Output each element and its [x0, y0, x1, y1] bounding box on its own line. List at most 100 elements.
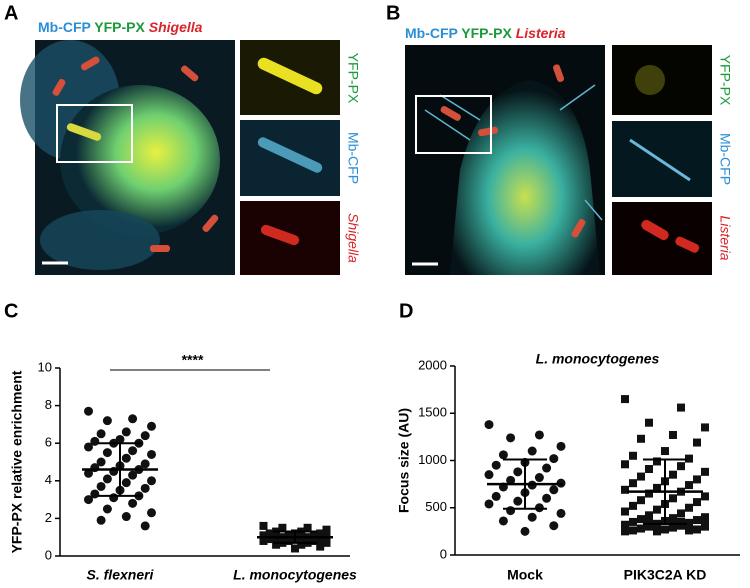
data-point — [549, 521, 559, 531]
data-point — [102, 416, 112, 426]
y-tick-label: 1500 — [418, 405, 447, 420]
data-point — [621, 520, 629, 529]
data-point — [121, 512, 131, 522]
y-tick-label: 2000 — [418, 357, 447, 372]
data-point — [272, 535, 281, 544]
data-point — [629, 517, 637, 526]
data-point — [645, 418, 653, 427]
data-point — [637, 496, 645, 505]
data-point — [84, 406, 93, 416]
data-point — [629, 501, 637, 510]
data-point — [265, 535, 274, 544]
data-point — [484, 470, 494, 480]
y-tick-label: 10 — [38, 359, 52, 374]
legend: Mb-CFP YFP-PX Listeria — [405, 25, 566, 41]
data-point — [297, 540, 306, 549]
data-point — [309, 531, 318, 540]
inset-label: YFP-PX — [717, 55, 733, 106]
inset-images — [612, 45, 712, 275]
y-tick-label: 500 — [425, 499, 447, 514]
data-point — [637, 515, 645, 524]
y-tick-label: 8 — [45, 397, 52, 412]
legend-item: Shigella — [149, 19, 203, 35]
data-point — [621, 485, 629, 494]
data-point — [701, 467, 709, 476]
data-point — [542, 493, 552, 503]
legend-item: YFP-PX — [94, 19, 145, 35]
data-point — [96, 481, 106, 491]
inset-label: Shigella — [345, 213, 361, 263]
data-point — [484, 420, 494, 430]
data-point — [109, 466, 119, 476]
error-bar — [98, 442, 142, 497]
data-point — [491, 460, 501, 470]
data-point — [96, 457, 106, 467]
data-point — [147, 508, 156, 518]
data-point — [549, 485, 559, 495]
x-tick-label: Mock — [507, 567, 543, 583]
data-point — [121, 453, 131, 463]
legend-item: YFP-PX — [461, 25, 512, 41]
data-point — [653, 457, 661, 466]
data-point — [303, 523, 312, 532]
data-point — [637, 524, 645, 533]
data-point — [259, 521, 268, 530]
data-point — [128, 470, 138, 480]
data-point — [284, 531, 293, 540]
data-point — [669, 430, 677, 439]
y-tick-label: 0 — [440, 546, 447, 561]
data-point — [637, 472, 645, 481]
panel-label: A — [4, 2, 18, 24]
data-point — [629, 451, 637, 460]
data-point — [309, 536, 318, 545]
data-point — [693, 525, 701, 534]
data-point — [645, 511, 653, 520]
data-point — [147, 449, 156, 459]
data-point — [284, 536, 293, 545]
data-point — [645, 522, 653, 531]
data-point — [629, 479, 637, 488]
data-point — [534, 473, 544, 483]
data-point — [621, 395, 629, 404]
data-point — [701, 516, 709, 525]
chart-title: L. monocytogenes — [536, 351, 660, 367]
micrograph — [405, 45, 605, 275]
data-point — [685, 526, 693, 535]
data-point — [84, 495, 93, 505]
data-point — [693, 498, 701, 507]
data-point — [90, 489, 100, 499]
data-point — [685, 518, 693, 527]
data-point — [140, 431, 150, 441]
y-tick-label: 4 — [45, 472, 52, 487]
legend: Mb-CFP YFP-PX Shigella — [38, 19, 203, 35]
data-point — [506, 475, 516, 485]
data-point — [669, 494, 677, 503]
data-point — [677, 462, 685, 471]
data-point — [556, 508, 566, 518]
data-point — [316, 535, 325, 544]
y-tick-label: 2 — [45, 510, 52, 525]
y-axis-label: Focus size (AU) — [396, 408, 412, 513]
error-bar — [643, 458, 687, 525]
data-point — [140, 459, 150, 469]
data-point — [669, 523, 677, 532]
data-point — [128, 414, 138, 424]
data-point — [701, 423, 709, 432]
data-point — [140, 521, 150, 531]
data-point — [693, 475, 701, 484]
data-point — [661, 525, 669, 534]
data-point — [661, 447, 669, 456]
data-point — [621, 460, 629, 469]
data-point — [484, 499, 494, 509]
x-tick-label: S. flexneri — [87, 567, 155, 583]
data-point — [109, 493, 119, 503]
data-point — [653, 505, 661, 514]
data-point — [259, 531, 268, 540]
data-point — [685, 454, 693, 463]
data-point — [121, 478, 131, 488]
data-point — [637, 434, 645, 443]
data-point — [669, 515, 677, 524]
data-point — [316, 542, 325, 551]
data-point — [259, 536, 268, 545]
data-point — [506, 433, 516, 443]
